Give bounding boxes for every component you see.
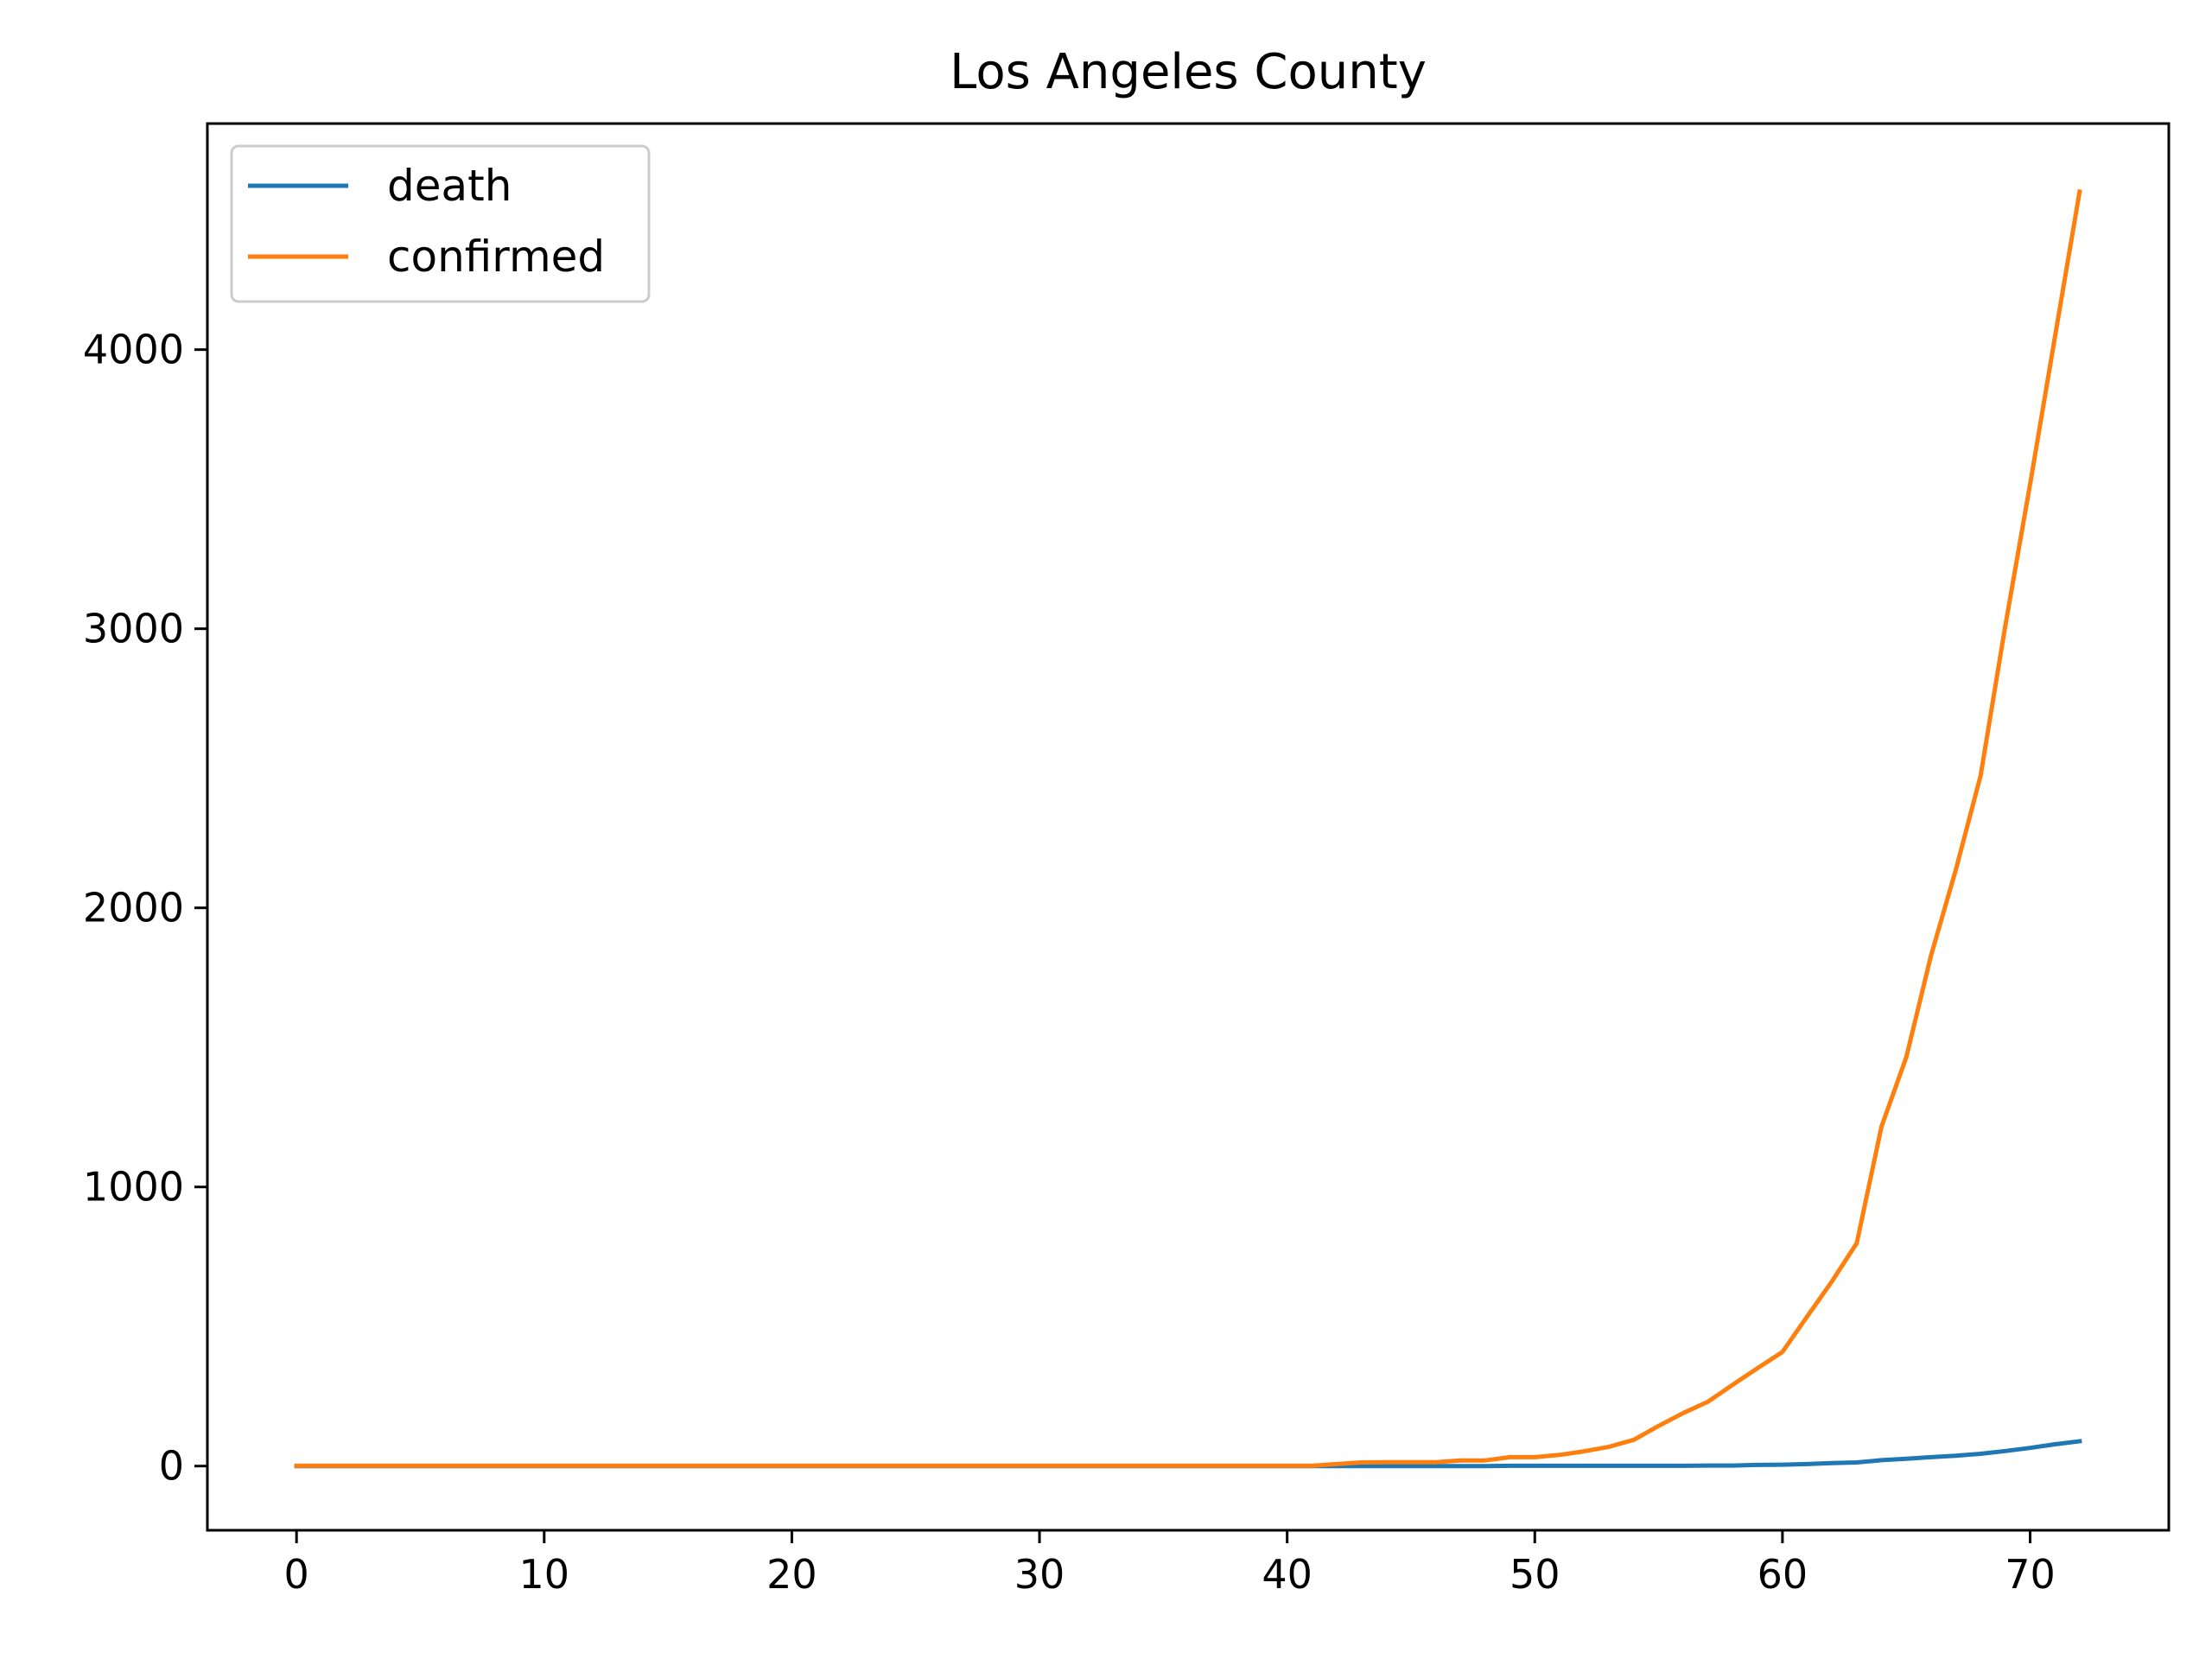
legend-label-death: death bbox=[387, 161, 512, 211]
x-axis: 0 10 20 30 40 50 60 70 bbox=[284, 1530, 2056, 1598]
series-line-confirmed bbox=[294, 188, 2082, 1468]
y-tick-label: 1000 bbox=[83, 1164, 184, 1211]
y-axis: 0 1000 2000 3000 4000 bbox=[83, 327, 207, 1490]
x-tick-label: 40 bbox=[1262, 1551, 1313, 1598]
plot-area-frame bbox=[206, 122, 2171, 1532]
legend: death confirmed bbox=[230, 144, 651, 303]
y-tick-label: 4000 bbox=[83, 327, 184, 373]
series-lines bbox=[294, 188, 2082, 1469]
legend-label-confirmed: confirmed bbox=[387, 232, 605, 282]
x-tick-label: 70 bbox=[2005, 1551, 2056, 1598]
x-tick-label: 10 bbox=[519, 1551, 570, 1598]
x-tick-label: 20 bbox=[766, 1551, 817, 1598]
y-tick-label: 3000 bbox=[83, 606, 184, 652]
chart-title: Los Angeles County bbox=[950, 44, 1427, 100]
x-tick-label: 50 bbox=[1510, 1551, 1560, 1598]
y-tick-label: 2000 bbox=[83, 885, 184, 931]
y-tick-label: 0 bbox=[159, 1443, 184, 1490]
x-tick-label: 60 bbox=[1758, 1551, 1808, 1598]
x-tick-label: 0 bbox=[284, 1551, 309, 1598]
x-tick-label: 30 bbox=[1014, 1551, 1065, 1598]
